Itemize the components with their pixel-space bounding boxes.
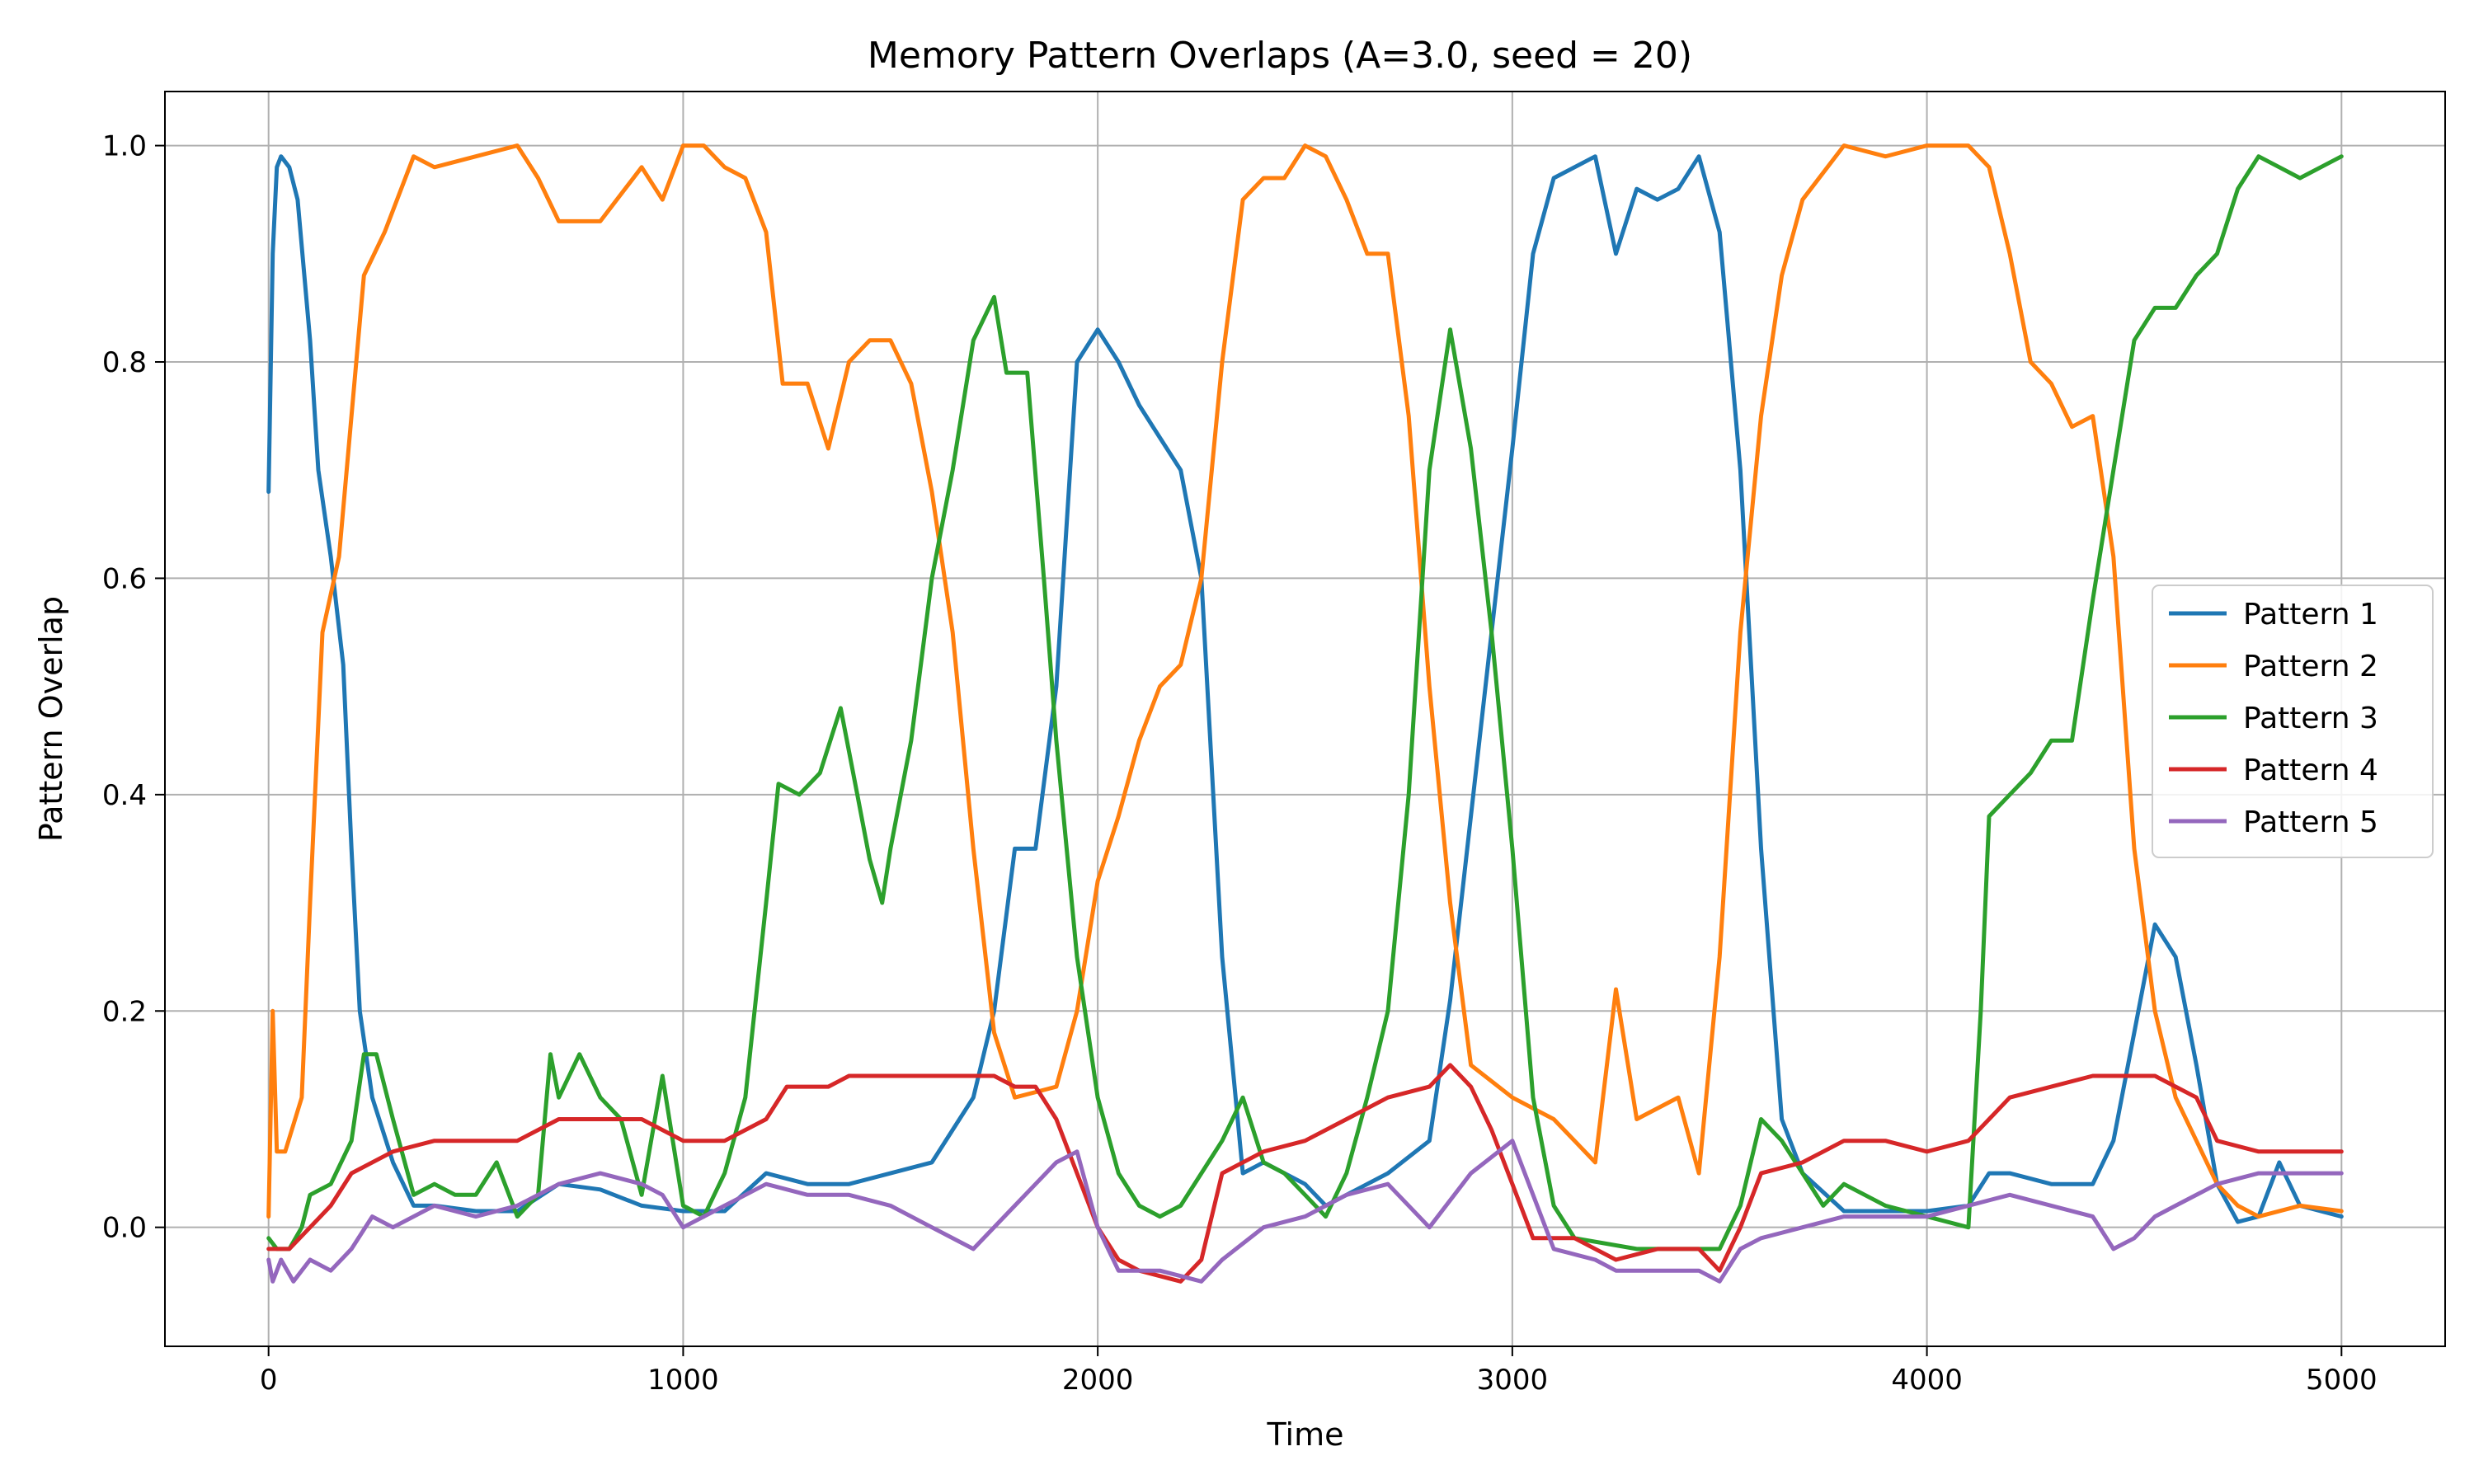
y-tick-label: 0.2 [102,995,147,1028]
legend-box [2152,585,2434,858]
series-line-pattern-5 [266,1139,2344,1284]
legend: Pattern 1 Pattern 2 Pattern 3 Pattern 4 Patt… [2152,585,2434,858]
axis-ticks: 0 1000 2000 3000 4000 5000 0.0 0.2 0.4 0.6 0.8 1.0 [102,130,2378,1397]
legend-label: Pattern 5 [2243,805,2378,839]
legend-label: Pattern 4 [2243,754,2378,787]
x-tick-label: 3000 [1477,1364,1549,1397]
x-tick-label: 0 [260,1364,278,1397]
series-line-pattern-3 [266,154,2344,1252]
x-tick-label: 1000 [647,1364,719,1397]
y-tick-label: 0.0 [102,1212,147,1245]
plot-frame [164,91,2446,1347]
y-axis-label: Pattern Overlap [33,596,69,842]
y-tick-label: 0.6 [102,562,147,595]
chart-title: Memory Pattern Overlaps (A=3.0, seed = 2… [868,35,1692,77]
x-tick-label: 5000 [2306,1364,2378,1397]
series-line-pattern-1 [266,154,2344,1224]
x-tick-label: 4000 [1891,1364,1963,1397]
y-tick-label: 1.0 [102,130,147,163]
plot-series [266,143,2344,1284]
x-axis-label: Time [1267,1416,1344,1453]
legend-label: Pattern 2 [2243,650,2378,683]
series-line-pattern-4 [266,1063,2344,1284]
x-tick-label: 2000 [1062,1364,1134,1397]
legend-label: Pattern 1 [2243,598,2378,632]
legend-label: Pattern 3 [2243,702,2378,735]
series-line-pattern-2 [266,143,2344,1219]
y-tick-label: 0.4 [102,779,147,812]
y-tick-label: 0.8 [102,346,147,379]
